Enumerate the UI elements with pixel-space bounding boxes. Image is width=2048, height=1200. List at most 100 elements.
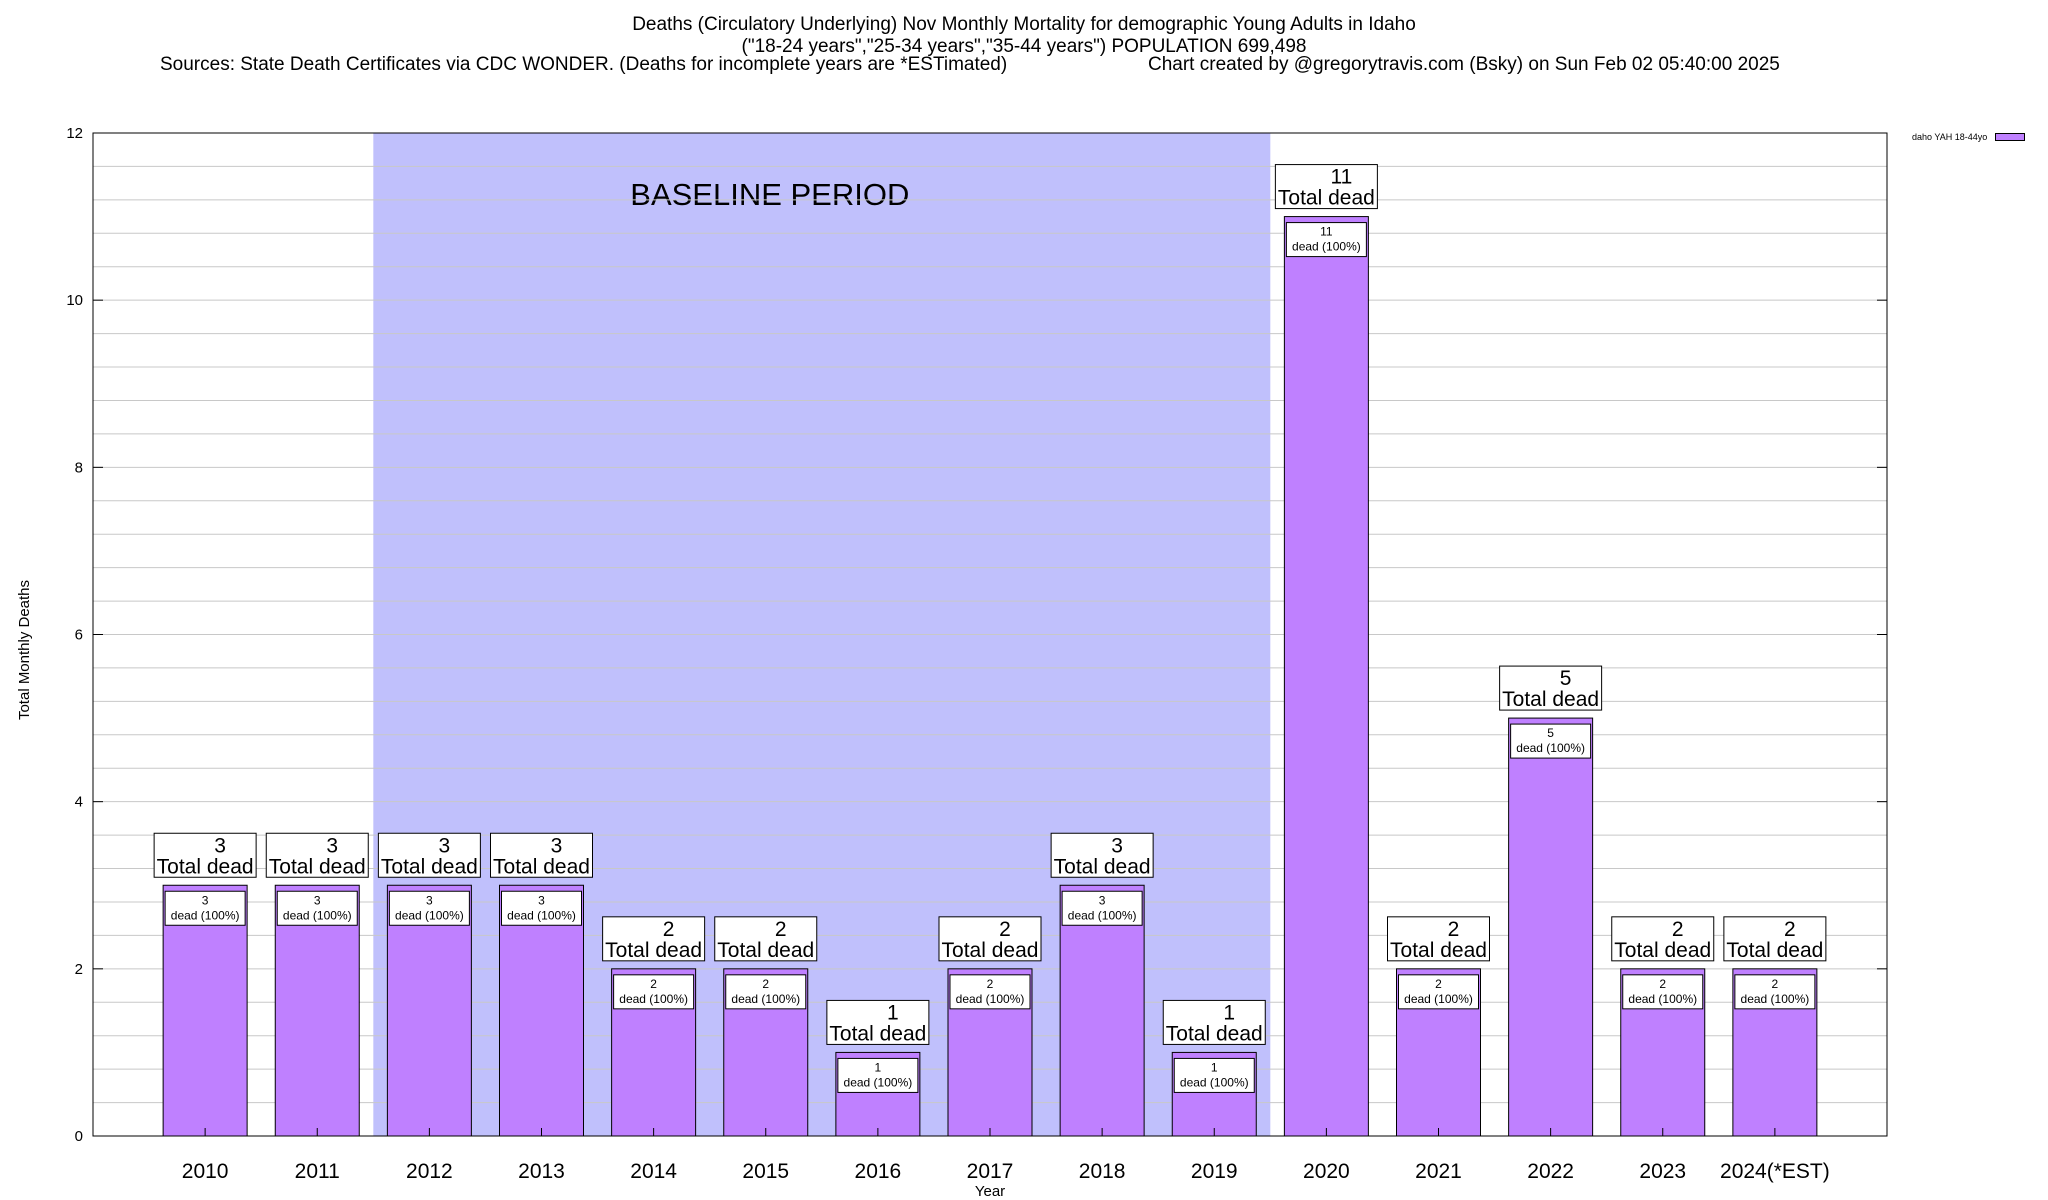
bar-total-label-box	[1611, 916, 1715, 962]
bar-total-value: 3	[551, 834, 563, 857]
bar-inner-label-box	[613, 974, 695, 1010]
x-tick-label: 2017	[967, 1160, 1014, 1183]
bar-total-value: 1	[1223, 1001, 1235, 1024]
y-tick-label: 12	[66, 125, 83, 142]
bar-inner-label: dead (100%)	[1404, 992, 1473, 1006]
bar-total-value: 2	[999, 918, 1011, 941]
x-tick-label: 2016	[855, 1160, 902, 1183]
legend-swatch	[1995, 133, 2026, 141]
bar-total-label-box	[1274, 164, 1378, 210]
x-tick-label: 2022	[1527, 1160, 1574, 1183]
x-tick-label: 2012	[406, 1160, 453, 1183]
bar-inner-value: 2	[1435, 977, 1442, 991]
bar-inner-value: 3	[202, 893, 209, 907]
bar-inner-value: 1	[875, 1060, 882, 1074]
bar-inner-label-box	[1285, 222, 1367, 258]
bar-total-value: 3	[439, 834, 451, 857]
bar-inner-value: 2	[1659, 977, 1666, 991]
bar-inner-label-box	[1734, 974, 1816, 1010]
bar-total-value: 2	[663, 918, 675, 941]
legend-label: daho YAH 18-44yo	[1912, 132, 1988, 142]
bar-inner-label-box	[949, 974, 1031, 1010]
bar-total-value: 3	[214, 834, 226, 857]
bar-inner-label: dead (100%)	[1180, 1075, 1249, 1089]
bar-total-label: Total dead	[605, 939, 702, 962]
bar-inner-value: 3	[1099, 893, 1106, 907]
bar-total-label-box	[1499, 665, 1603, 711]
x-tick-label: 2015	[742, 1160, 789, 1183]
bar	[1283, 216, 1369, 1137]
bar-total-label: Total dead	[381, 855, 478, 878]
y-tick-label: 6	[75, 627, 83, 644]
bar-total-label-box	[490, 832, 593, 878]
title-line-2: ("18-24 years","25-34 years","35-44 year…	[741, 36, 1307, 57]
bar-inner-label: dead (100%)	[1741, 992, 1810, 1006]
bar-inner-label-box	[1061, 890, 1143, 926]
bar-total-label-box	[153, 832, 257, 878]
x-tick-label: 2019	[1191, 1160, 1238, 1183]
bar-inner-value: 2	[762, 977, 769, 991]
bar-total-value: 2	[1448, 918, 1460, 941]
bar-inner-label-box	[1510, 723, 1592, 759]
bar-total-label-box	[714, 916, 818, 962]
bar	[162, 884, 248, 1137]
bar-inner-value: 3	[538, 893, 545, 907]
bar-total-label: Total dead	[493, 855, 590, 878]
bar-total-label: Total dead	[1614, 939, 1711, 962]
y-tick-label: 8	[75, 459, 83, 476]
title-line-1: Deaths (Circulatory Underlying) Nov Mont…	[632, 14, 1416, 35]
bar-total-value: 2	[775, 918, 787, 941]
x-tick-label: 2011	[295, 1160, 340, 1183]
bar-total-value: 2	[1672, 918, 1684, 941]
bar-inner-value: 2	[1772, 977, 1779, 991]
x-tick-label: 2024(*EST)	[1720, 1160, 1830, 1183]
bar-inner-value: 3	[314, 893, 321, 907]
bar-inner-label-box	[501, 890, 582, 926]
x-axis-label: Year	[975, 1183, 1005, 1200]
bar-inner-label: dead (100%)	[1628, 992, 1697, 1006]
bar-total-label: Total dead	[1390, 939, 1487, 962]
bar-inner-value: 2	[987, 977, 994, 991]
bar-total-label: Total dead	[1726, 939, 1823, 962]
bar-inner-label-box	[1398, 974, 1479, 1010]
bar-total-label: Total dead	[942, 939, 1039, 962]
credit-text: Chart created by @gregorytravis.com (Bsk…	[1148, 54, 1780, 75]
bar-inner-label: dead (100%)	[507, 908, 576, 922]
legend: daho YAH 18-44yo	[1912, 132, 2026, 142]
bar-inner-value: 3	[426, 893, 433, 907]
bar-inner-label: dead (100%)	[283, 908, 352, 922]
bar-total-label: Total dead	[717, 939, 814, 962]
bar-inner-label-box	[164, 890, 246, 926]
bar-total-label: Total dead	[1054, 855, 1151, 878]
sources-text: Sources: State Death Certificates via CD…	[160, 54, 1008, 75]
bar	[274, 884, 360, 1137]
bar-total-label-box	[1050, 832, 1154, 878]
bar-total-value: 3	[326, 834, 338, 857]
bar-total-label-box	[377, 832, 481, 878]
bar-inner-label: dead (100%)	[395, 908, 464, 922]
bar-total-label-box	[1387, 916, 1490, 962]
bar-inner-label-box	[1622, 974, 1704, 1010]
bar	[386, 884, 472, 1137]
bar-total-value: 3	[1111, 834, 1123, 857]
bar-total-value: 5	[1560, 667, 1572, 690]
bar-inner-label: dead (100%)	[731, 992, 800, 1006]
bar-inner-label: dead (100%)	[619, 992, 688, 1006]
bar-inner-value: 5	[1547, 726, 1554, 740]
bar-total-label-box	[1723, 916, 1827, 962]
x-tick-label: 2010	[182, 1160, 229, 1183]
bar-inner-label-box	[837, 1057, 919, 1093]
bar-total-value: 11	[1330, 166, 1352, 189]
bar-inner-label: dead (100%)	[844, 1075, 913, 1089]
bar-inner-label: dead (100%)	[1292, 240, 1361, 254]
chart-title: Deaths (Circulatory Underlying) Nov Mont…	[0, 14, 2048, 58]
y-tick-label: 4	[75, 794, 83, 811]
bar-inner-value: 1	[1211, 1060, 1218, 1074]
x-tick-label: 2018	[1079, 1160, 1126, 1183]
y-tick-label: 2	[75, 961, 83, 978]
bar-total-label-box	[826, 999, 930, 1045]
bar-total-label: Total dead	[829, 1022, 926, 1045]
bar-inner-label-box	[725, 974, 807, 1010]
x-tick-label: 2020	[1303, 1160, 1350, 1183]
y-tick-label: 10	[66, 292, 83, 309]
